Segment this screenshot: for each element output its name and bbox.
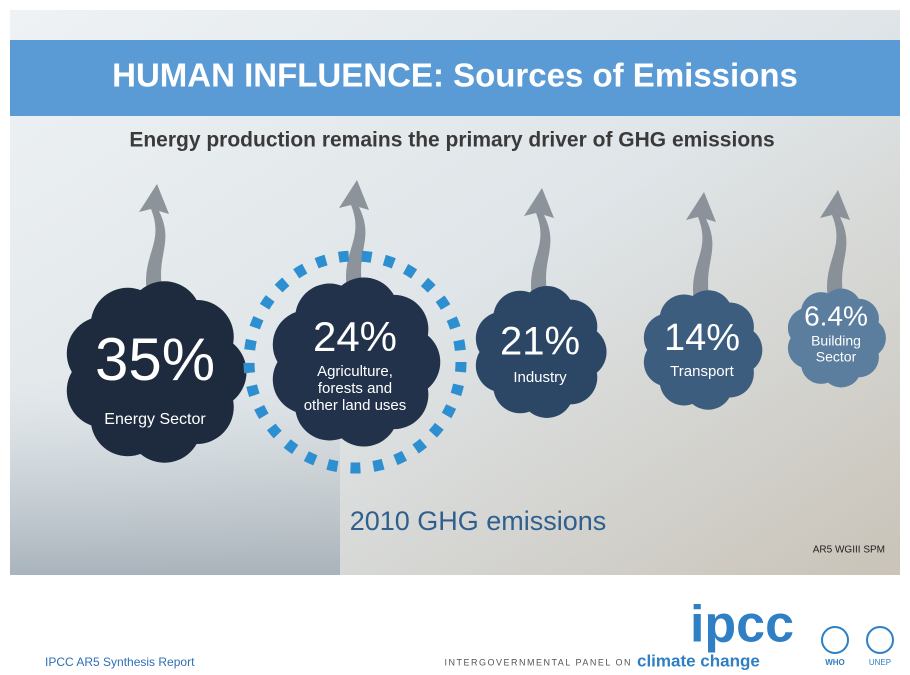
- partner-unep: UNEP: [869, 658, 891, 667]
- who-emblem: [822, 627, 848, 653]
- sector-label: other land uses: [304, 397, 407, 414]
- subtitle: Energy production remains the primary dr…: [129, 129, 774, 152]
- sector-percent: 6.4%: [804, 300, 868, 331]
- sector-percent: 14%: [664, 317, 740, 359]
- sector-label: Industry: [513, 369, 567, 386]
- slide: HUMAN INFLUENCE: Sources of Emissions En…: [0, 0, 910, 675]
- sector-label: Transport: [670, 363, 734, 380]
- sector-label: forests and: [318, 380, 392, 397]
- sector-label: Agriculture,: [317, 363, 393, 380]
- page: {"header": {"title": "HUMAN INFLUENCE: S…: [0, 0, 910, 675]
- org-prefix: INTERGOVERNMENTAL PANEL ON: [444, 657, 632, 667]
- sector-label: Building: [811, 333, 861, 349]
- sector-percent: 35%: [95, 326, 215, 393]
- caption: 2010 GHG emissions: [350, 506, 607, 536]
- sector-percent: 24%: [313, 313, 397, 360]
- footer-report: IPCC AR5 Synthesis Report: [45, 655, 195, 669]
- source: AR5 WGIII SPM: [813, 545, 885, 556]
- unep-emblem: [867, 627, 893, 653]
- org-suffix: climate change: [637, 651, 760, 670]
- ipcc-logo: ipcc: [690, 596, 794, 654]
- sector-label: Sector: [816, 349, 857, 365]
- sector-label: Energy Sector: [104, 411, 206, 428]
- partner-who: WHO: [825, 658, 845, 667]
- title: HUMAN INFLUENCE: Sources of Emissions: [112, 57, 798, 94]
- sector-percent: 21%: [500, 320, 580, 364]
